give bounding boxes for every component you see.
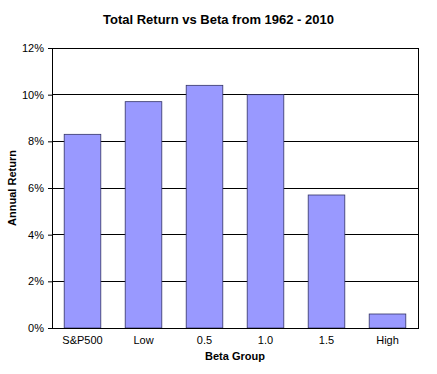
y-axis-title: Annual Return (6, 150, 18, 226)
x-tick-label: 1.5 (319, 334, 334, 346)
bar (125, 102, 162, 328)
y-axis-line (52, 49, 53, 329)
x-axis-title: Beta Group (205, 350, 265, 362)
grid (52, 48, 418, 328)
y-tick-label: 2% (28, 275, 44, 287)
y-tick-label: 4% (28, 229, 44, 241)
grid-line (52, 141, 418, 142)
x-tick: 1.5 (319, 334, 334, 346)
y-tick-mark (48, 235, 52, 236)
x-tick: 0.5 (197, 334, 212, 346)
grid-line (52, 281, 418, 282)
y-tick: 2% (28, 275, 52, 287)
grid-line (52, 188, 418, 189)
grid-line (52, 234, 418, 235)
x-tick: High (376, 334, 399, 346)
x-axis-line (53, 328, 419, 329)
y-tick-mark (48, 95, 52, 96)
title: Total Return vs Beta from 1962 - 2010 (103, 12, 334, 27)
bar (247, 95, 284, 328)
x-tick-label: Low (133, 334, 153, 346)
y-tick-label: 0% (28, 322, 44, 334)
y-tick-mark (48, 48, 52, 49)
y-tick: 6% (28, 182, 52, 194)
bar (308, 195, 345, 328)
y-tick-mark (48, 141, 52, 142)
y-tick: 10% (22, 89, 52, 101)
y-tick: 4% (28, 229, 52, 241)
y-tick-label: 12% (22, 42, 44, 54)
y-tick: 8% (28, 135, 52, 147)
x-tick: Low (133, 334, 153, 346)
grid-line (52, 94, 418, 95)
x-tick-label: 1.0 (258, 334, 273, 346)
y-axis: 0% 2% 4% 6% 8% 10% 12% (22, 42, 53, 334)
chart: Total Return vs Beta from 1962 - 2010 0% 2… (0, 0, 437, 374)
y-tick: 12% (22, 42, 52, 54)
y-tick-mark (48, 188, 52, 189)
y-tick-mark (48, 281, 52, 282)
x-axis: S&P500 Low 0.5 1.0 1.5 High (53, 329, 419, 346)
y-tick-label: 10% (22, 89, 44, 101)
plot: 0% 2% 4% 6% 8% 10% 12% S&P500 Low 0.5 1.0 1.5 High (22, 42, 419, 346)
y-tick-label: 8% (28, 135, 44, 147)
bar (64, 134, 101, 328)
x-tick-label: 0.5 (197, 334, 212, 346)
bar (186, 85, 223, 328)
y-tick-mark (48, 328, 52, 329)
x-tick: 1.0 (258, 334, 273, 346)
y-tick-label: 6% (28, 182, 44, 194)
plot-frame (52, 48, 418, 328)
y-tick: 0% (28, 322, 52, 334)
x-tick-label: S&P500 (62, 334, 102, 346)
bar (369, 314, 406, 328)
x-tick: S&P500 (62, 334, 102, 346)
x-tick-label: High (376, 334, 399, 346)
bars (64, 85, 406, 328)
